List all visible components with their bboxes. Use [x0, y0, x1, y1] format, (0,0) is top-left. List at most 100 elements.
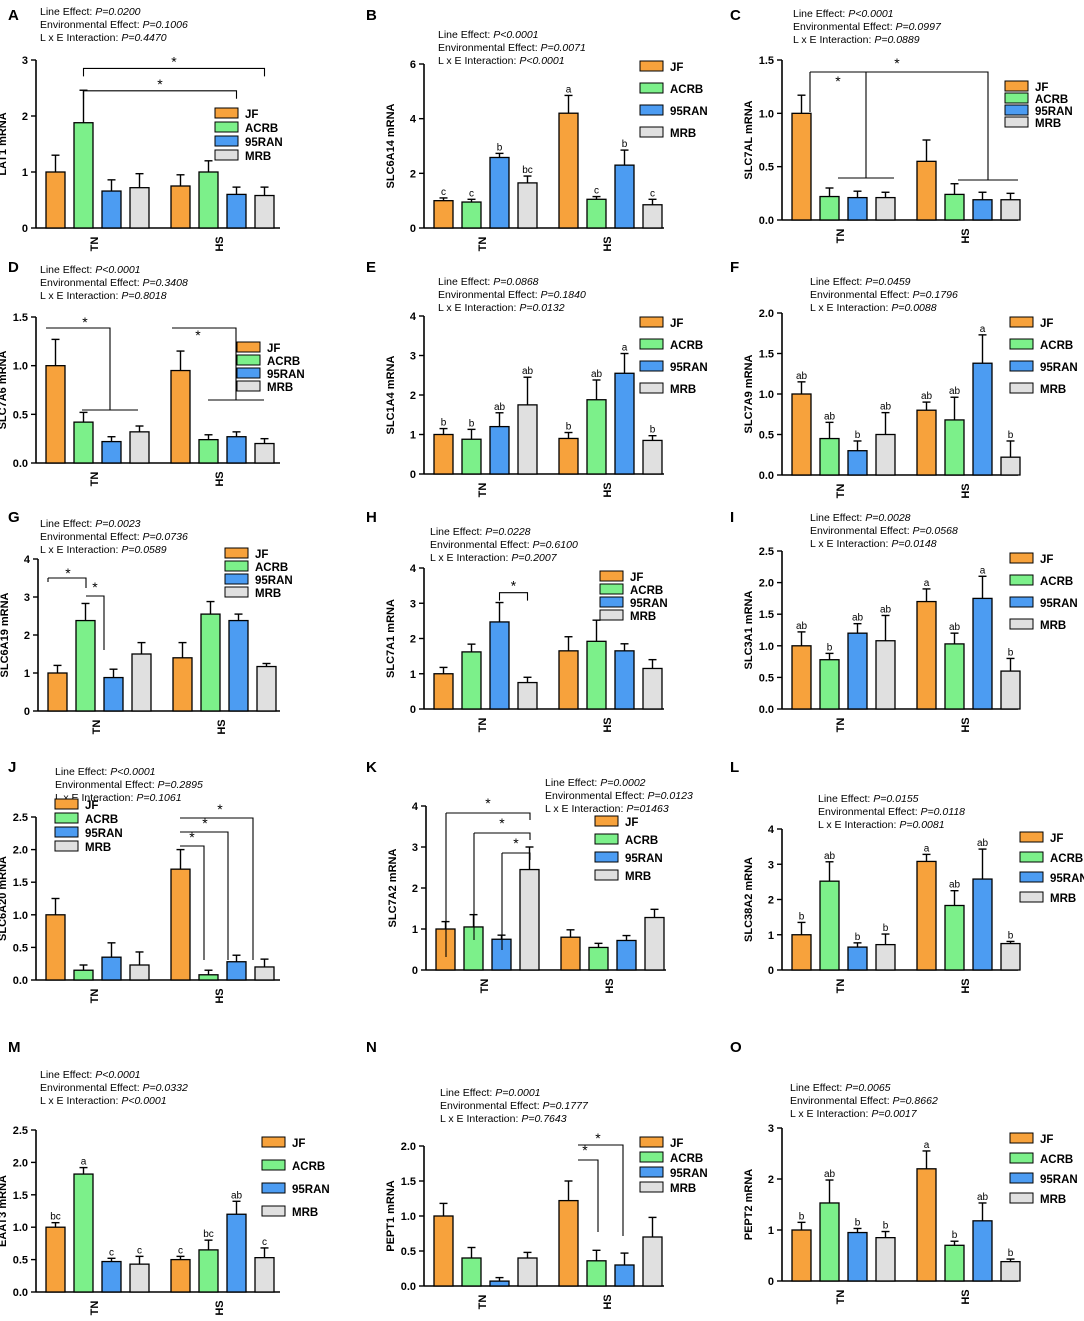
significance-star: * — [189, 829, 195, 845]
bar-acrb-hs — [944, 1244, 965, 1282]
bar-jf-hs — [916, 409, 937, 476]
stat-line: L x E Interaction: P=0.0081 — [818, 819, 945, 831]
bar-jf-tn — [791, 645, 812, 710]
significance-letter: b — [497, 142, 503, 153]
y-tick-label: 0 — [22, 223, 28, 235]
legend-swatch-mrb — [599, 609, 624, 621]
x-tick-label: TN — [89, 472, 101, 487]
stat-line: L x E Interaction: P=0.8018 — [40, 290, 167, 302]
bar-95ran-hs — [614, 1264, 635, 1287]
stat-line: Environmental Effect: P=0.1006 — [40, 19, 188, 31]
bar-95ran-tn — [101, 1260, 122, 1293]
significance-star: * — [82, 314, 88, 330]
significance-star: * — [894, 55, 900, 71]
significance-letter: ab — [949, 622, 961, 633]
bar-acrb-tn — [819, 195, 840, 221]
legend-label: MRB — [267, 382, 293, 394]
significance-letter: b — [1008, 930, 1014, 941]
stat-line: L x E Interaction: P=0.0148 — [810, 538, 937, 550]
stat-line: Line Effect: P=0.0002 — [545, 777, 646, 789]
y-tick-label: 1 — [768, 930, 774, 942]
legend-swatch-mrb — [1009, 382, 1034, 394]
stat-line: Environmental Effect: P=0.0123 — [545, 790, 693, 802]
bar-mrb-hs — [1000, 456, 1021, 476]
legend-label: 95RAN — [670, 362, 708, 374]
legend-label: MRB — [630, 611, 656, 623]
y-axis-label: SLC3A1 mRNA — [743, 591, 755, 670]
significance-letter: b — [855, 1217, 861, 1228]
x-tick-label: TN — [91, 720, 103, 735]
stat-line: Environmental Effect: P=0.0118 — [818, 806, 965, 818]
y-tick-label: 1 — [22, 167, 28, 179]
significance-letter: b — [1008, 430, 1014, 441]
legend-swatch-95ran — [224, 573, 249, 585]
legend-label: ACRB — [630, 585, 663, 597]
y-tick-label: 0.5 — [401, 1246, 416, 1258]
significance-letter: c — [262, 1237, 267, 1248]
bar-95ran-tn — [847, 450, 868, 476]
stat-line: Environmental Effect: P=0.6100 — [430, 539, 578, 551]
legend-label: JF — [245, 109, 258, 121]
y-tick-label: 0.0 — [13, 975, 28, 987]
y-tick-label: 0.0 — [759, 704, 774, 716]
significance-letter: c — [594, 186, 599, 197]
legend-swatch-95ran — [214, 135, 239, 147]
significance-letter: a — [980, 324, 986, 335]
legend-swatch-acrb — [236, 354, 261, 366]
y-axis-label: SLC7A1 mRNA — [385, 599, 397, 678]
significance-letter: ab — [949, 880, 961, 891]
legend-swatch-acrb — [214, 121, 239, 133]
stat-line: Environmental Effect: P=0.1777 — [440, 1100, 589, 1112]
x-tick-label: TN — [477, 718, 489, 733]
stat-line: L x E Interaction: P=0.4470 — [40, 32, 167, 44]
y-tick-label: 2.0 — [759, 578, 774, 590]
bar-jf-tn — [45, 1226, 66, 1293]
bar-mrb-tn — [129, 1263, 150, 1293]
x-tick-label: HS — [960, 1289, 972, 1304]
significance-letter: ab — [231, 1190, 243, 1201]
legend-label: JF — [267, 343, 280, 355]
y-tick-label: 3 — [24, 592, 30, 604]
bar-mrb-tn — [129, 187, 150, 229]
legend-swatch-95ran — [594, 851, 619, 863]
significance-letter: bc — [50, 1212, 61, 1223]
legend-label: ACRB — [1040, 1154, 1073, 1166]
significance-letter: b — [799, 911, 805, 922]
y-tick-label: 0.5 — [13, 942, 28, 954]
legend-label: MRB — [1035, 118, 1061, 130]
legend-label: MRB — [292, 1207, 318, 1219]
y-tick-label: 0 — [412, 965, 418, 977]
legend-swatch-jf — [639, 1136, 664, 1148]
y-tick-label: 1.0 — [759, 389, 774, 401]
panel-letter: N — [366, 1039, 377, 1056]
stat-line: Line Effect: P=0.0228 — [430, 526, 531, 538]
significance-bracket — [501, 852, 531, 950]
legend-label: MRB — [670, 384, 696, 396]
stat-line: Line Effect: P<0.0001 — [40, 1069, 141, 1081]
bar-jf-hs — [558, 650, 579, 710]
y-axis-label: SLC38A2 mRNA — [743, 857, 755, 942]
legend-swatch-acrb — [639, 1151, 664, 1163]
bar-jf-hs — [172, 657, 193, 712]
x-tick-label: HS — [602, 236, 614, 251]
bar-mrb-hs — [644, 916, 665, 971]
bar-95ran-hs — [614, 372, 635, 475]
legend-label: ACRB — [670, 1153, 703, 1165]
y-tick-label: 2 — [22, 111, 28, 123]
legend-label: ACRB — [85, 814, 118, 826]
bar-95ran-hs — [228, 619, 249, 712]
stat-line: Line Effect: P<0.0001 — [40, 264, 141, 276]
bar-95ran-tn — [489, 1280, 510, 1287]
bar-mrb-hs — [254, 1257, 275, 1293]
bar-jf-tn — [433, 200, 454, 229]
panel-letter: C — [730, 7, 741, 24]
significance-letter: b — [566, 422, 572, 433]
legend-swatch-jf — [224, 547, 249, 559]
significance-letter: ab — [824, 1169, 836, 1180]
y-tick-label: 0.0 — [759, 215, 774, 227]
x-tick-label: HS — [214, 1300, 226, 1315]
